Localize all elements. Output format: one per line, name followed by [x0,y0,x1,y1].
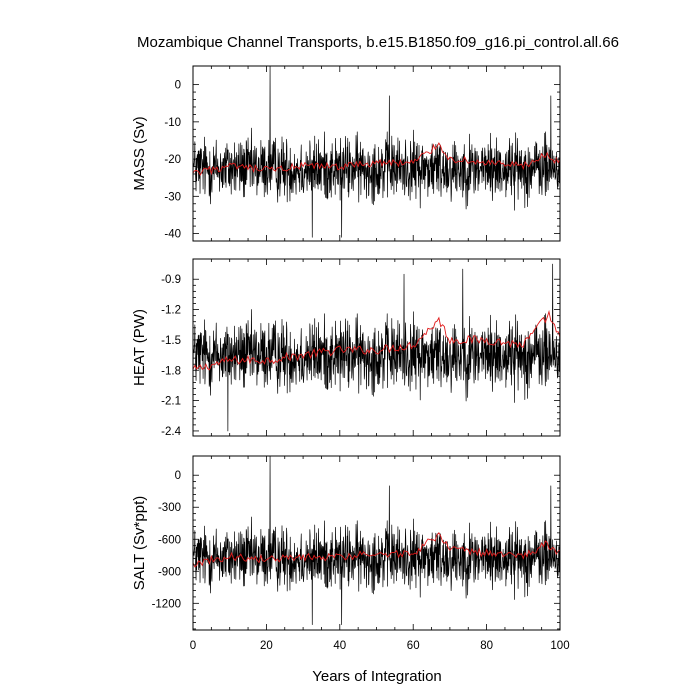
salt-smoothed-series [192,531,561,568]
salt-y-tick-label: 0 [175,470,181,482]
mass-raw-series [192,65,561,238]
mass-y-axis-label: MASS (Sv) [131,116,148,190]
heat-y-tick-label: -1.8 [161,365,181,377]
heat-panel: -0.9 -1.2 -1.5 -1.8 -2.1 -2.4 HEAT (PW) [131,258,561,438]
salt-panel: 0 20 40 60 80 100 0 -300 -600 -900 -1200 SALT (Sv*p… [131,455,570,652]
heat-y-tick-label: -2.1 [161,396,181,408]
mass-panel: 0 -10 -20 -30 -40 MASS (Sv) [131,65,561,242]
salt-y-axis-label: SALT (Sv*ppt) [131,496,148,590]
x-tick-label: 100 [550,640,569,652]
heat-smoothed-series [192,309,561,371]
x-tick-label: 60 [407,640,420,652]
heat-raw-series [192,263,561,432]
mass-y-tick-label: -30 [164,191,181,203]
heat-y-axis-label: HEAT (PW) [131,309,148,386]
x-tick-label: 0 [190,640,196,652]
salt-y-tick-label: -300 [158,502,181,514]
x-tick-label: 80 [480,640,493,652]
heat-y-tick-label: -2.4 [161,426,181,438]
mass-y-tick-label: -20 [164,154,181,166]
panels: 0 -10 -20 -30 -40 MASS (Sv) -0.9 -1.2 -1.5 -1.8 -2… [131,65,570,652]
heat-y-tick-label: -1.2 [161,305,181,317]
x-tick-label: 20 [260,640,273,652]
mass-y-tick-label: -10 [164,117,181,129]
x-tick-label: 40 [333,640,346,652]
heat-y-tick-label: -1.5 [161,335,181,347]
salt-y-tick-label: -600 [158,534,181,546]
figure-title: Mozambique Channel Transports, b.e15.B18… [137,34,619,51]
mass-y-tick-label: 0 [175,80,181,92]
salt-raw-series [192,455,561,626]
salt-y-tick-label: -900 [158,566,181,578]
heat-y-tick-label: -0.9 [161,274,181,286]
mass-smoothed-series [192,142,561,176]
mass-y-tick-label: -40 [164,229,181,241]
x-axis-label: Years of Integration [312,668,442,685]
salt-y-tick-label: -1200 [152,598,181,610]
